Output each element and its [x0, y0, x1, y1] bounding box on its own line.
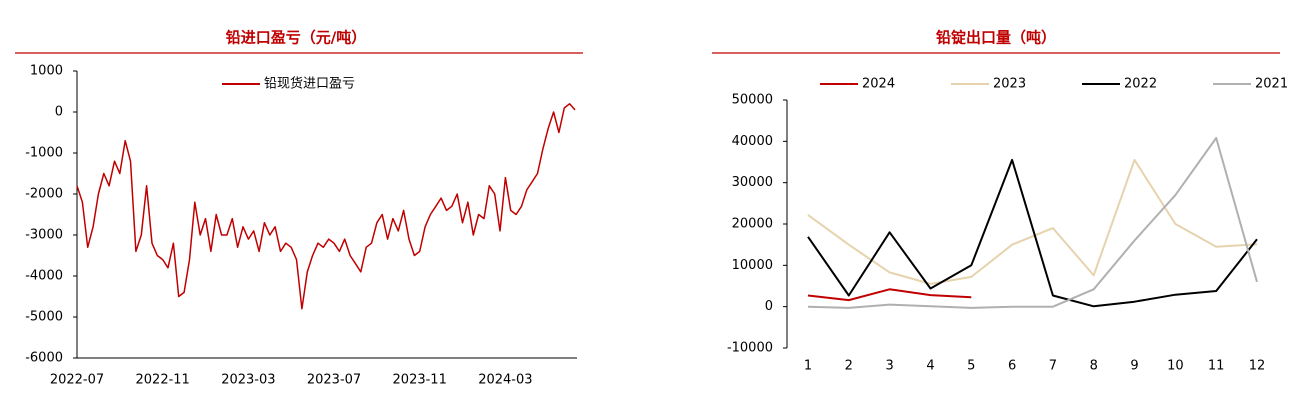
legend-label: 2021: [1255, 77, 1288, 92]
legend-label: 2023: [993, 77, 1026, 92]
x-tick-label: 2024-03: [478, 373, 532, 388]
y-tick-label: 10000: [732, 258, 773, 273]
x-tick-label: 2023-11: [393, 373, 447, 388]
y-tick-label: 40000: [732, 134, 773, 149]
x-tick-label: 7: [1049, 359, 1057, 374]
series-line: [76, 103, 576, 310]
x-tick-label: 2023-03: [221, 373, 275, 388]
legend-label: 2022: [1124, 77, 1157, 92]
y-tick-label: 1000: [30, 64, 63, 79]
y-tick-label: 0: [55, 105, 63, 120]
y-tick-label: -1000: [25, 146, 63, 161]
x-tick-label: 2023-07: [307, 373, 361, 388]
x-tick-label: 6: [1008, 359, 1016, 374]
x-tick-label: 11: [1208, 359, 1225, 374]
y-tick-label: -4000: [25, 269, 63, 284]
y-tick-label: -6000: [25, 351, 63, 366]
series-line: [807, 137, 1258, 309]
chart-title: 铅锭出口量（吨）: [936, 29, 1056, 47]
series-line: [807, 288, 972, 302]
x-tick-label: 12: [1249, 359, 1266, 374]
x-tick-label: 2022-07: [50, 373, 104, 388]
x-tick-label: 2: [845, 359, 853, 374]
y-tick-label: 20000: [732, 217, 773, 232]
series-line: [807, 158, 1258, 285]
legend-label: 铅现货进口盈亏: [264, 76, 355, 92]
x-tick-label: 1: [804, 359, 812, 374]
y-tick-label: 30000: [732, 175, 773, 190]
y-tick-label: -2000: [25, 187, 63, 202]
series-line: [807, 158, 1258, 308]
x-tick-label: 4: [926, 359, 934, 374]
y-tick-label: 0: [765, 299, 773, 314]
x-tick-label: 8: [1090, 359, 1098, 374]
x-tick-label: 3: [885, 359, 893, 374]
y-tick-label: -5000: [25, 310, 63, 325]
chart-title: 铅进口盈亏（元/吨）: [226, 29, 366, 47]
y-tick-label: -3000: [25, 228, 63, 243]
x-tick-label: 9: [1130, 359, 1138, 374]
legend-label: 2024: [862, 77, 895, 92]
y-tick-label: -10000: [727, 341, 773, 356]
y-tick-label: 50000: [732, 93, 773, 108]
x-tick-label: 5: [967, 359, 975, 374]
x-tick-label: 2022-11: [136, 373, 190, 388]
x-tick-label: 10: [1167, 359, 1184, 374]
